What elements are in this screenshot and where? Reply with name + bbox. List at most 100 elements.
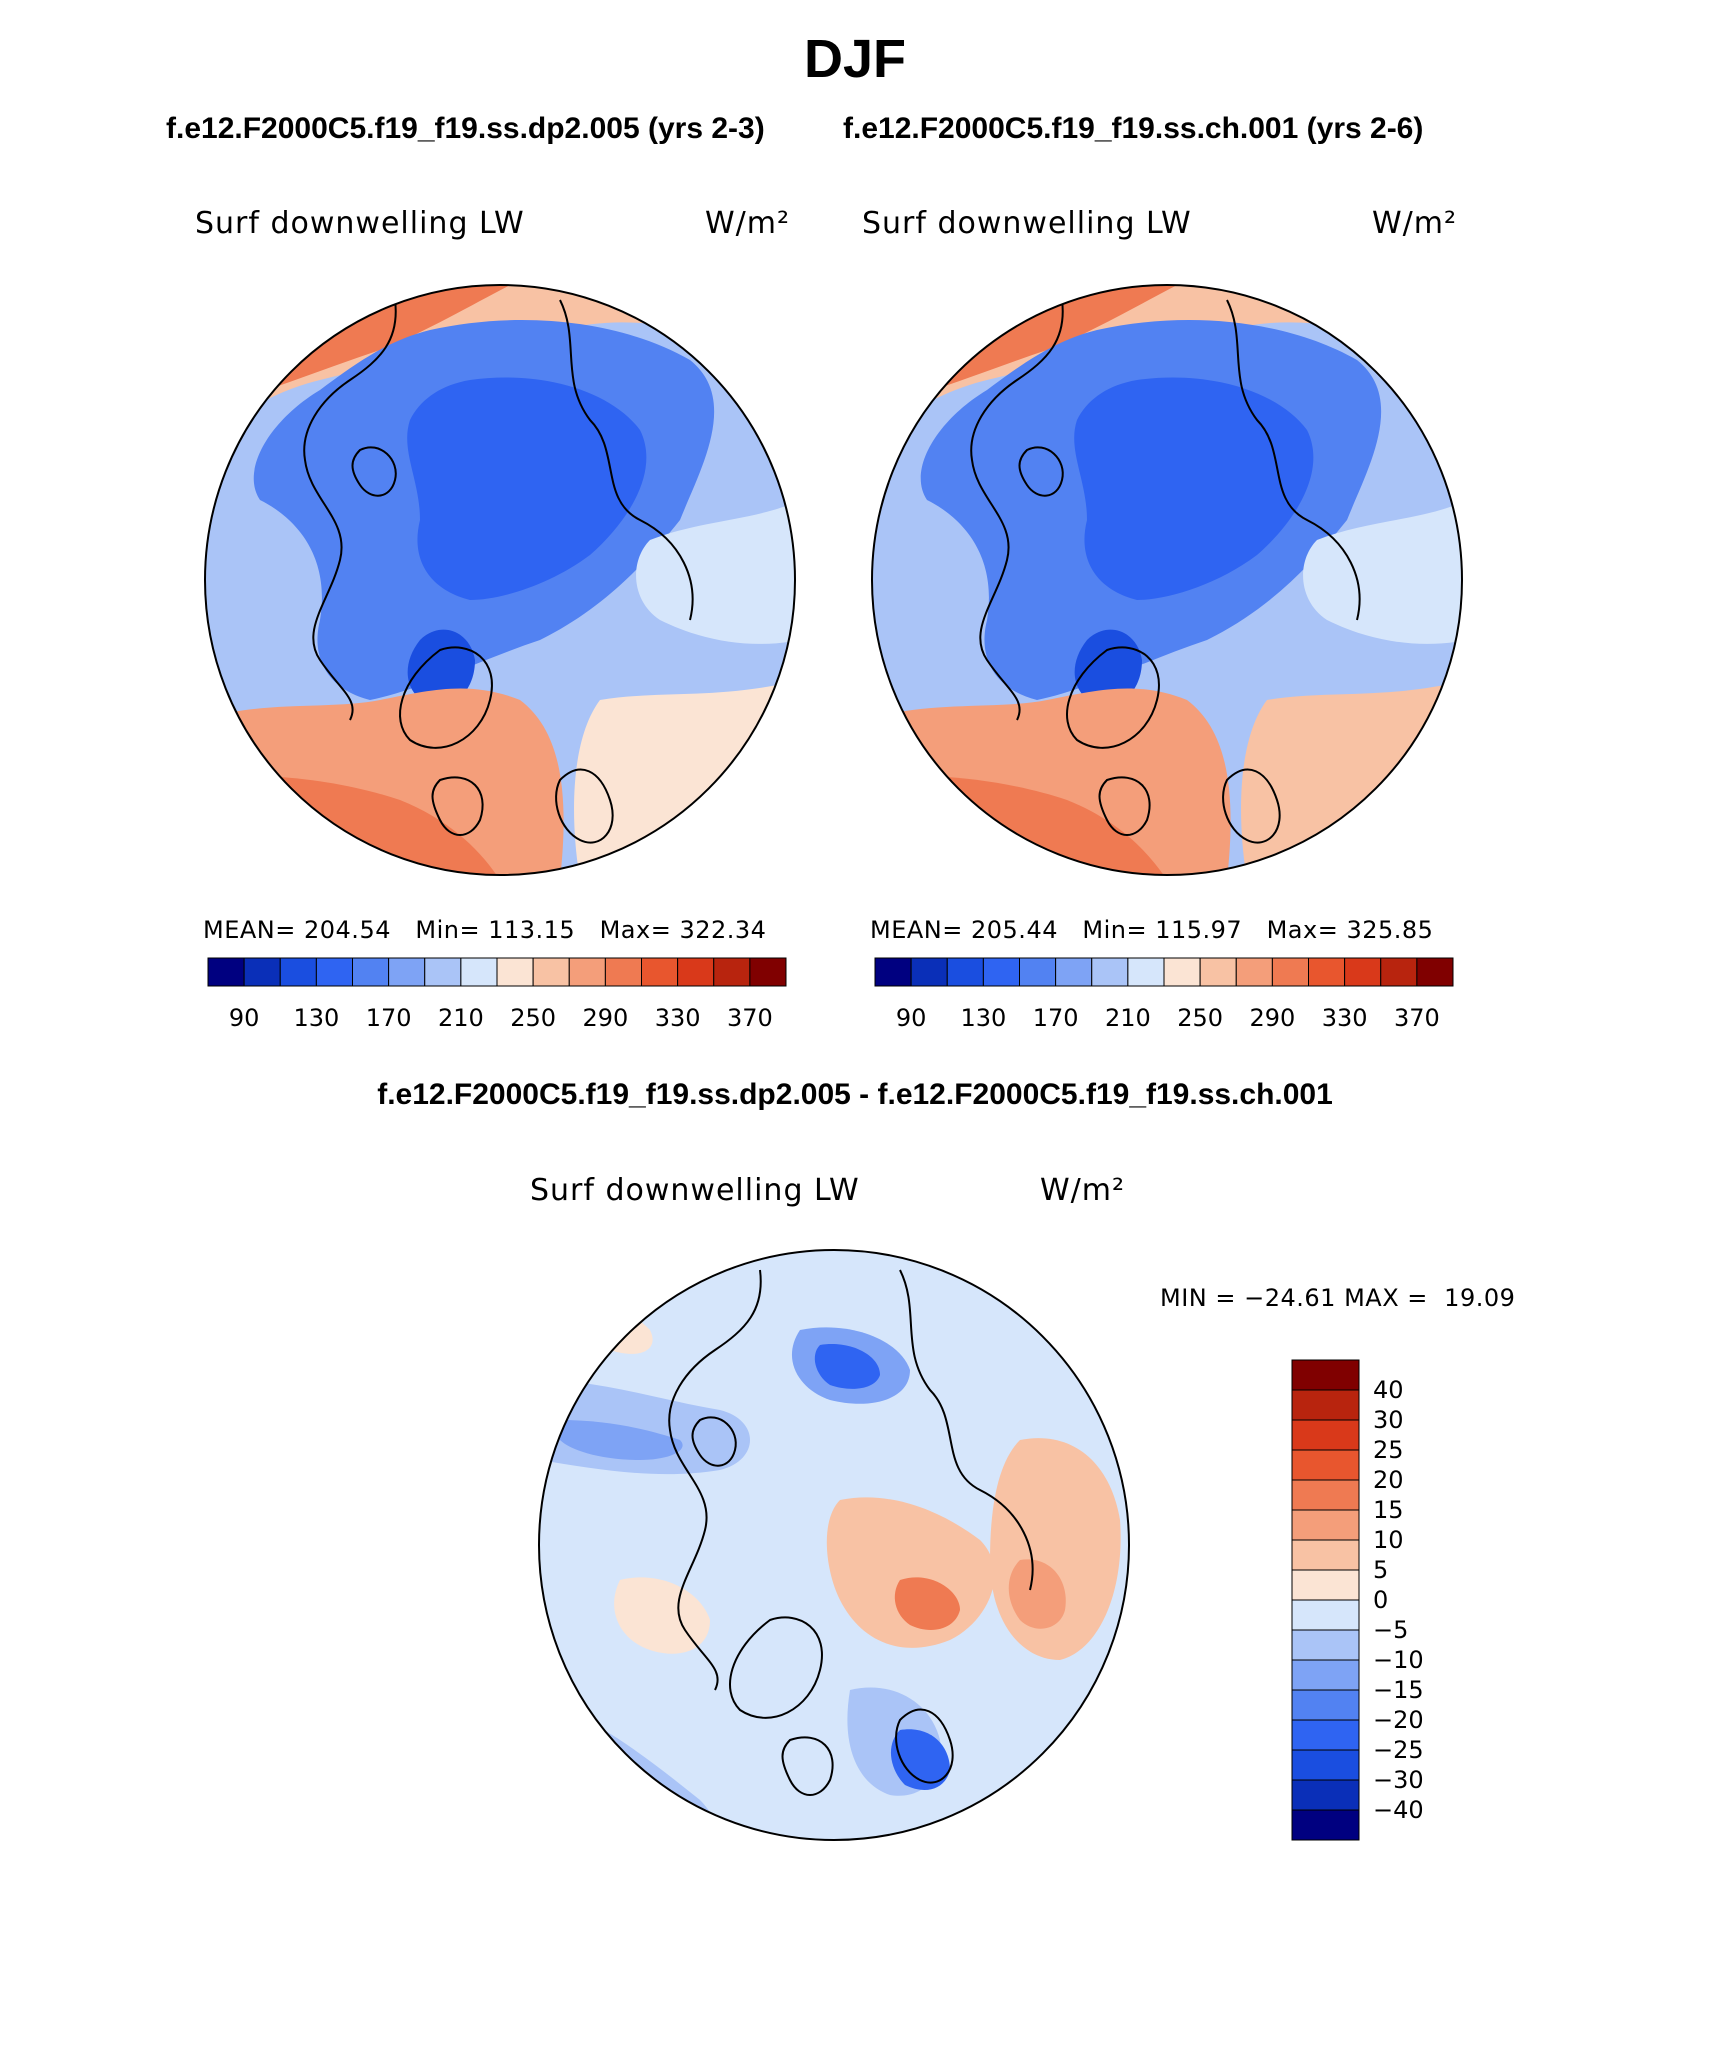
panel-3-colorbar-swatch [1291,1449,1360,1481]
panel-2-stats: MEAN= 205.44 Min= 115.97 Max= 325.85 [870,916,1433,944]
panel-1-contours [205,285,795,875]
panel-1-colorbar-swatch [568,957,606,987]
panel-1-colorbar-swatch [532,957,570,987]
panel-2-colorbar-tick-label: 90 [896,1004,927,1032]
panel-3-colorbar-swatch [1291,1689,1360,1721]
panel-2-colorbar-swatch [1019,957,1057,987]
panel-1-fill-siberia-cool [636,500,795,644]
panel-1-colorbar-tick-label: 250 [510,1004,556,1032]
panel-2-colorbar-swatch [1127,957,1165,987]
panel-2-colorbar-swatch [1271,957,1309,987]
panel-1-fill-greenland-cold [407,629,475,706]
panel-2-colorbar-swatch [1199,957,1237,987]
panel-1-mean-value: 204.54 [304,916,391,944]
panel-2-coastlines [970,299,1361,844]
panel-3-colorbar-tick-label: 5 [1373,1556,1388,1584]
panel-2-max-label: Max= [1266,916,1339,944]
panel-2-colorbar-swatch [1091,957,1129,987]
panel-3-colorbar-tick-label: 30 [1373,1406,1404,1434]
panel-2-colorbar-tick-label: 370 [1394,1004,1440,1032]
panel-1-min-value: 113.15 [488,916,576,944]
panel-2-min-value: 115.97 [1155,916,1243,944]
panel-3-fill-siberia-hot [1008,1559,1066,1629]
panel-3-max-value: 19.09 [1444,1284,1516,1312]
panel-3-colorbar-swatch [1291,1569,1360,1601]
panel-3-colorbar-swatch [1291,1629,1360,1661]
panel-1-fill-europe-mild [574,680,795,875]
panel-2-contours [872,285,1462,875]
panel-2-colorbar: 90 130 170 210 250 290 330 370 [874,957,1454,1032]
panel-2-colorbar-tick-label: 130 [960,1004,1006,1032]
panel-1-colorbar-swatch [749,957,787,987]
panel-2-colorbar-swatch [1416,957,1454,987]
panel-1-colorbar-swatch [352,957,390,987]
panel-3-coastlines [668,1269,1034,1796]
panel-1-map-border [204,284,796,876]
panel-1-map [204,284,796,876]
panel-1-mean-label: MEAN= [203,916,296,944]
panel-1-colorbar-swatch [713,957,751,987]
panel-3-stats: MIN = −24.61 MAX = 19.09 [1160,1284,1515,1312]
panel-3-min-value: −24.61 [1244,1284,1336,1312]
panel-1-colorbar-swatch [207,957,245,987]
panel-2-map [871,284,1463,876]
panel-3-fill-arctic-hot [894,1577,960,1630]
panel-3-colorbar-tick-label: 15 [1373,1496,1404,1524]
panel-3-units-label: W/m² [1040,1173,1126,1208]
difference-title: f.e12.F2000C5.f19_f19.ss.dp2.005 - f.e12… [377,1078,1333,1111]
panel-2-colorbar-swatch [946,957,984,987]
panel-2-min-label: Min= [1082,916,1148,944]
panel-2-colorbar-swatch [982,957,1020,987]
panel-2-colorbar-swatch [1055,957,1093,987]
panel-1-colorbar-swatch [460,957,498,987]
panel-3-map [538,1249,1130,1841]
panel-2-mean-label: MEAN= [870,916,963,944]
panel-3-colorbar-swatch [1291,1509,1360,1541]
panel-2-colorbar-swatch [910,957,948,987]
panel-3-colorbar-tick-label: 0 [1373,1586,1388,1614]
panel-1-colorbar-tick-label: 130 [293,1004,339,1032]
panel-2-mean-value: 205.44 [971,916,1058,944]
panel-1-stats: MEAN= 204.54 Min= 113.15 Max= 322.34 [203,916,766,944]
panel-1-colorbar-swatch [279,957,317,987]
panel-2-colorbar-swatch [1380,957,1418,987]
panel-3-colorbar-tick-label: −25 [1373,1736,1424,1764]
panel-3-colorbar-tick-label: 10 [1373,1526,1404,1554]
panel-2-colorbar-tick-label: 250 [1177,1004,1223,1032]
panel-1-colorbar-tick-label: 170 [366,1004,412,1032]
panel-1-colorbar-tick-label: 330 [655,1004,701,1032]
panel-3-colorbar-swatch [1291,1719,1360,1751]
panel-2-colorbar-swatch [1163,957,1201,987]
panel-3-colorbar-tick-label: 40 [1373,1376,1404,1404]
panel-3-colorbar-swatch [1291,1659,1360,1691]
page-title: DJF [803,29,906,89]
panel-1-colorbar-tick-label: 90 [229,1004,260,1032]
panel-3-colorbar-swatch [1291,1389,1360,1421]
panel-1-colorbar-swatch [496,957,534,987]
panel-2-colorbar-swatch [1235,957,1273,987]
panel-3-fill-canada-mild [614,1577,710,1654]
panel-1-variable-label: Surf downwelling LW [195,206,525,241]
panel-2-colorbar-swatch [1344,957,1382,987]
panel-1-colorbar-swatch [388,957,426,987]
panel-1-colorbar-tick-label: 290 [582,1004,628,1032]
panel-1-colorbar-swatch [604,957,642,987]
panel-3-colorbar-swatch [1291,1359,1360,1391]
panel-1-max-label: Max= [599,916,672,944]
panel-3-colorbar-swatch [1291,1599,1360,1631]
panel-1-coastlines [303,299,694,844]
panel-2-fill-arctic-colder [1074,377,1314,600]
panel-3-map-border [538,1249,1130,1841]
panel-2-colorbar-tick-label: 330 [1322,1004,1368,1032]
panel-3-colorbar-tick-label: −40 [1373,1796,1424,1824]
panel-3-colorbar-swatch [1291,1479,1360,1511]
panel-2-map-border [871,284,1463,876]
panel-3-contours [539,1250,1129,1840]
panel-3-fill-chukchi-cold [814,1344,880,1389]
panel-1-colorbar-tick-label: 210 [438,1004,484,1032]
panel-1-colorbar-swatch [315,957,353,987]
panel-2-units-label: W/m² [1372,206,1458,241]
panel-3-colorbar-tick-label: −20 [1373,1706,1424,1734]
